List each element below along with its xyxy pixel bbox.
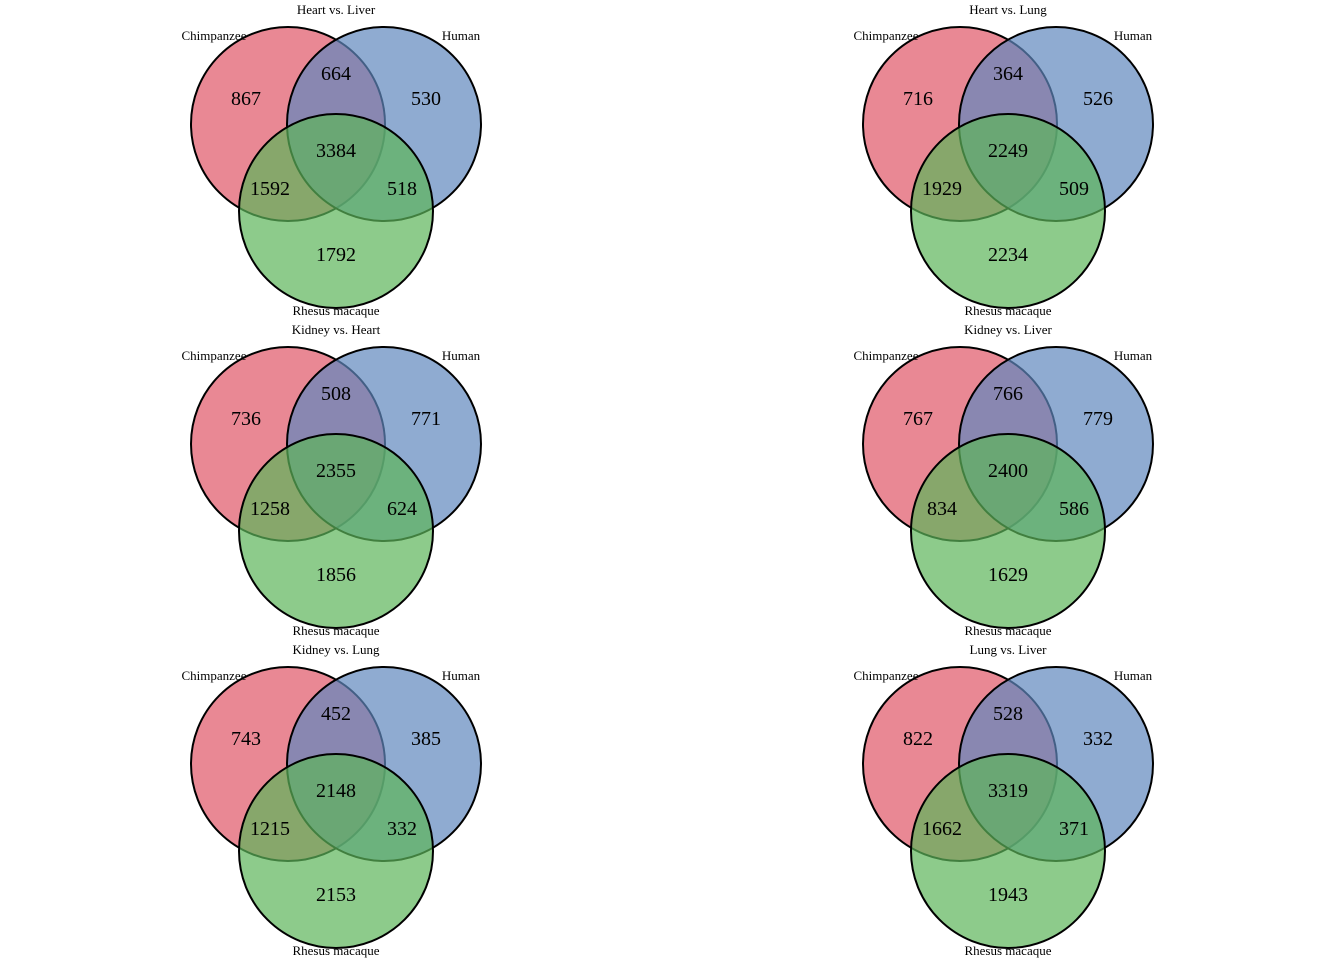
venn-panel: Heart vs. Lung Chimpanzee Human Rhesus maca… <box>854 2 1154 318</box>
venn-title: Heart vs. Lung <box>969 2 1047 17</box>
human-label: Human <box>1114 348 1153 363</box>
count-chimpanzee-only: 867 <box>231 88 261 110</box>
rhesus-macaque-label: Rhesus macaque <box>292 303 379 318</box>
count-human-only: 385 <box>411 728 441 750</box>
count-rhesus-only: 2153 <box>316 884 356 906</box>
rhesus-macaque-circle <box>910 113 1106 309</box>
venn-title: Kidney vs. Heart <box>292 322 381 337</box>
count-chimpanzee-rhesus: 1592 <box>250 178 290 200</box>
human-label: Human <box>442 348 481 363</box>
count-chimpanzee-rhesus: 834 <box>927 498 957 520</box>
venn-panel: Kidney vs. Liver Chimpanzee Human Rhesus ma… <box>854 322 1154 638</box>
count-chimpanzee-rhesus: 1929 <box>922 178 962 200</box>
count-chimpanzee-human: 664 <box>321 63 351 85</box>
count-chimpanzee-human: 364 <box>993 63 1023 85</box>
rhesus-macaque-circle <box>910 433 1106 629</box>
count-all-three: 3319 <box>988 780 1028 802</box>
rhesus-macaque-label: Rhesus macaque <box>292 943 379 958</box>
chimpanzee-label: Chimpanzee <box>182 668 247 683</box>
rhesus-macaque-circle <box>238 113 434 309</box>
count-all-three: 2249 <box>988 140 1028 162</box>
chimpanzee-label: Chimpanzee <box>182 28 247 43</box>
count-rhesus-only: 1629 <box>988 564 1028 586</box>
chimpanzee-label: Chimpanzee <box>854 668 919 683</box>
human-label: Human <box>442 28 481 43</box>
count-human-rhesus: 509 <box>1059 178 1089 200</box>
venn-title: Kidney vs. Liver <box>964 322 1052 337</box>
rhesus-macaque-circle <box>238 433 434 629</box>
rhesus-macaque-label: Rhesus macaque <box>964 623 1051 638</box>
count-chimpanzee-rhesus: 1662 <box>922 818 962 840</box>
venn-title: Lung vs. Liver <box>970 642 1048 657</box>
chimpanzee-label: Chimpanzee <box>182 348 247 363</box>
venn-panel: Kidney vs. Lung Chimpanzee Human Rhesus mac… <box>182 642 482 958</box>
count-human-only: 530 <box>411 88 441 110</box>
count-chimpanzee-rhesus: 1258 <box>250 498 290 520</box>
venn-title: Heart vs. Liver <box>297 2 376 17</box>
count-all-three: 2400 <box>988 460 1028 482</box>
chimpanzee-label: Chimpanzee <box>854 348 919 363</box>
chimpanzee-label: Chimpanzee <box>854 28 919 43</box>
venn-panel: Heart vs. Liver Chimpanzee Human Rhesus mac… <box>182 2 482 318</box>
count-human-rhesus: 624 <box>387 498 417 520</box>
count-human-rhesus: 332 <box>387 818 417 840</box>
count-chimpanzee-human: 528 <box>993 703 1023 725</box>
count-chimpanzee-human: 452 <box>321 703 351 725</box>
rhesus-macaque-circle <box>238 753 434 949</box>
count-human-only: 779 <box>1083 408 1113 430</box>
venn-panel: Lung vs. Liver Chimpanzee Human Rhesus maca… <box>854 642 1154 958</box>
count-human-only: 526 <box>1083 88 1113 110</box>
count-chimpanzee-only: 822 <box>903 728 933 750</box>
count-human-only: 332 <box>1083 728 1113 750</box>
rhesus-macaque-label: Rhesus macaque <box>964 943 1051 958</box>
count-all-three: 2148 <box>316 780 356 802</box>
count-chimpanzee-human: 508 <box>321 383 351 405</box>
human-label: Human <box>1114 668 1153 683</box>
count-human-rhesus: 518 <box>387 178 417 200</box>
venn-panel: Kidney vs. Heart Chimpanzee Human Rhesus ma… <box>182 322 482 638</box>
count-rhesus-only: 2234 <box>988 244 1028 266</box>
count-rhesus-only: 1792 <box>316 244 356 266</box>
rhesus-macaque-circle <box>910 753 1106 949</box>
count-rhesus-only: 1943 <box>988 884 1028 906</box>
count-chimpanzee-only: 767 <box>903 408 933 430</box>
count-rhesus-only: 1856 <box>316 564 356 586</box>
rhesus-macaque-label: Rhesus macaque <box>964 303 1051 318</box>
count-chimpanzee-human: 766 <box>993 383 1023 405</box>
count-chimpanzee-rhesus: 1215 <box>250 818 290 840</box>
count-all-three: 3384 <box>316 140 356 162</box>
count-all-three: 2355 <box>316 460 356 482</box>
count-human-only: 771 <box>411 408 441 430</box>
count-human-rhesus: 371 <box>1059 818 1089 840</box>
rhesus-macaque-label: Rhesus macaque <box>292 623 379 638</box>
human-label: Human <box>1114 28 1153 43</box>
count-chimpanzee-only: 716 <box>903 88 933 110</box>
count-chimpanzee-only: 743 <box>231 728 261 750</box>
count-human-rhesus: 586 <box>1059 498 1089 520</box>
venn-title: Kidney vs. Lung <box>292 642 380 657</box>
human-label: Human <box>442 668 481 683</box>
count-chimpanzee-only: 736 <box>231 408 261 430</box>
